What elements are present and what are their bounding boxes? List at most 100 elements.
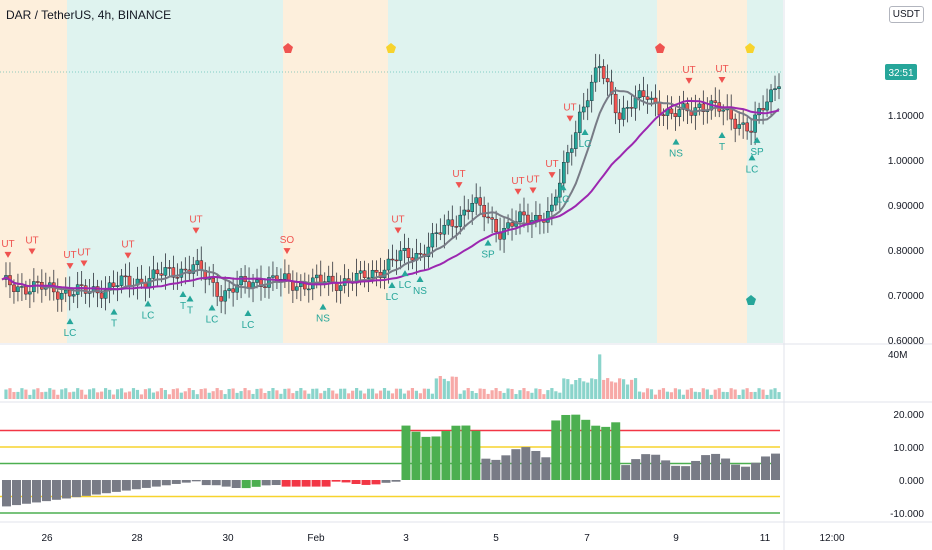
- candle-body: [362, 270, 367, 278]
- currency-label[interactable]: USDT: [888, 6, 924, 23]
- volume-bar: [446, 381, 450, 399]
- volume-bar: [279, 393, 283, 399]
- signal-label: LC: [206, 314, 219, 325]
- candle-body: [119, 275, 124, 286]
- volume-bar: [363, 393, 367, 399]
- price-tick-label: 0.70000: [888, 291, 925, 302]
- volume-bar: [474, 393, 478, 399]
- oscillator-bar: [751, 462, 761, 480]
- candle-body: [470, 202, 474, 212]
- volume-bar: [430, 393, 434, 399]
- candle-body: [36, 281, 40, 283]
- sell-arrow: [514, 188, 522, 195]
- oscillator-bar: [71, 480, 81, 498]
- candle-body: [641, 90, 646, 97]
- signal-sp: SP: [481, 239, 495, 261]
- volume-bar: [502, 392, 506, 399]
- signal-label: UT: [121, 240, 134, 251]
- volume-bar: [135, 389, 140, 399]
- candle-body: [605, 78, 610, 83]
- ma-slow-line: [1, 99, 780, 291]
- candle-body: [374, 269, 379, 273]
- candle-body: [577, 111, 582, 133]
- volume-bar: [586, 382, 590, 399]
- candle-body: [402, 247, 407, 251]
- volume-bar: [64, 388, 68, 399]
- oscillator-bar: [181, 480, 191, 483]
- signal-label: UT: [452, 169, 465, 180]
- signal-t: T: [718, 131, 726, 153]
- oscillator-bar: [531, 450, 541, 480]
- volume-bar: [765, 394, 769, 399]
- candle-body: [438, 232, 443, 235]
- oscillator-bar: [431, 436, 441, 480]
- candle-body: [442, 224, 447, 235]
- volume-bar: [450, 376, 454, 399]
- pentagon-marker: [655, 43, 665, 53]
- time-tick-label: 9: [673, 533, 679, 544]
- volume-bar: [598, 354, 602, 399]
- oscillator-bar: [281, 480, 291, 487]
- candle-body: [554, 196, 558, 206]
- candle-body: [111, 282, 116, 287]
- candle-body: [75, 284, 80, 295]
- signal-label: UT: [545, 159, 558, 170]
- volume-bar: [343, 388, 347, 399]
- sell-arrow: [124, 252, 132, 259]
- volume-bar: [219, 390, 223, 399]
- volume-bar: [562, 378, 566, 399]
- volume-bar: [275, 390, 279, 399]
- volume-bar: [315, 388, 319, 399]
- volume-bar: [454, 376, 458, 399]
- candle-body: [474, 197, 478, 204]
- candle-body: [649, 97, 654, 100]
- candle-body: [219, 296, 223, 302]
- candle-body: [494, 219, 498, 233]
- buy-arrow: [581, 128, 589, 135]
- candle-body: [283, 273, 287, 280]
- volume-bar: [490, 390, 494, 399]
- volume-bar: [709, 394, 713, 399]
- oscillator-bar: [691, 460, 701, 480]
- volume-bar: [36, 388, 40, 399]
- candle-body: [231, 288, 235, 293]
- signal-lc: LC: [142, 300, 154, 321]
- volume-bar: [163, 389, 167, 399]
- volume-bar: [123, 392, 128, 399]
- candle-body: [263, 286, 267, 288]
- candle-body: [761, 108, 765, 111]
- volume-bar: [155, 391, 159, 399]
- oscillator-bar: [711, 453, 721, 480]
- buy-arrow: [179, 291, 187, 298]
- candle-body: [59, 293, 64, 300]
- symbol-title[interactable]: DAR / TetherUS, 4h, BINANCE: [6, 8, 172, 22]
- candle-body: [526, 214, 530, 224]
- candle-body: [749, 130, 753, 133]
- volume-bar: [649, 389, 654, 399]
- volume-bar: [115, 389, 120, 399]
- oscillator-bar: [551, 420, 561, 480]
- candle-body: [613, 93, 618, 114]
- oscillator-bar: [111, 480, 121, 492]
- oscillator-bar: [351, 480, 361, 485]
- pentagon-marker: [386, 43, 396, 53]
- candle-body: [326, 275, 331, 282]
- signal-label: UT: [189, 215, 202, 226]
- volume-bar: [625, 384, 630, 399]
- volume-bar: [24, 389, 28, 399]
- candle-body: [510, 222, 514, 227]
- volume-bar: [582, 381, 586, 399]
- candle-body: [773, 88, 777, 91]
- candle-body: [199, 260, 204, 271]
- volume-bar: [542, 394, 546, 399]
- oscillator-bar: [51, 480, 61, 500]
- oscillator-bar: [311, 480, 321, 487]
- signal-label: NS: [316, 314, 330, 325]
- volume-bar: [418, 393, 422, 399]
- volume-bar: [398, 388, 403, 399]
- price-tick-label: 0.90000: [888, 201, 925, 212]
- candle-body: [83, 285, 88, 294]
- volume-bar: [239, 391, 243, 399]
